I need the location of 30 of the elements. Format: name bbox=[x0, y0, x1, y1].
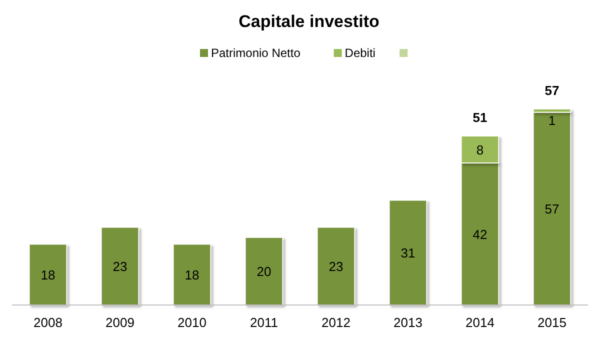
x-tick-label: 2011 bbox=[250, 315, 278, 330]
x-tick-label: 2009 bbox=[106, 315, 134, 330]
total-label: 51 bbox=[472, 110, 488, 125]
data-label: 8 bbox=[476, 142, 484, 158]
x-tick-label: 2012 bbox=[322, 315, 350, 330]
bar bbox=[316, 226, 356, 306]
bar bbox=[244, 236, 284, 306]
data-label: 18 bbox=[184, 268, 200, 283]
x-tick-label: 2013 bbox=[394, 315, 422, 330]
x-tick-label: 2010 bbox=[178, 315, 206, 330]
bar bbox=[532, 112, 572, 306]
legend-label: Debiti bbox=[344, 46, 376, 60]
chart-title: Capitale investito bbox=[238, 12, 380, 31]
bar bbox=[100, 226, 140, 306]
x-tick-label: 2008 bbox=[34, 315, 62, 330]
data-label: 42 bbox=[472, 227, 488, 242]
x-tick-label: 2015 bbox=[538, 315, 566, 330]
data-label: 20 bbox=[256, 264, 272, 280]
data-label: 31 bbox=[400, 246, 416, 261]
data-label: 18 bbox=[40, 268, 56, 283]
x-tick-label: 2014 bbox=[466, 315, 494, 330]
data-label: 1 bbox=[548, 112, 556, 128]
data-label: 57 bbox=[544, 202, 560, 217]
total-label: 57 bbox=[544, 82, 560, 98]
data-label: 23 bbox=[328, 259, 344, 274]
bar bbox=[28, 244, 68, 306]
data-label: 23 bbox=[112, 259, 128, 274]
bar bbox=[388, 200, 428, 306]
legend-label: Patrimonio Netto bbox=[211, 46, 301, 60]
bar bbox=[172, 244, 212, 306]
